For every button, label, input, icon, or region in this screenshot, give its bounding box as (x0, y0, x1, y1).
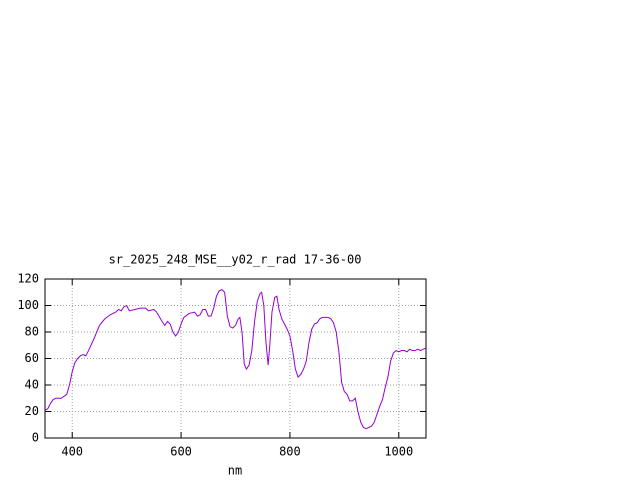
x-tick-label: 1000 (384, 445, 413, 459)
y-tick-label: 0 (32, 431, 39, 445)
plot-border (44, 278, 427, 439)
y-tick-label: 120 (17, 272, 39, 286)
y-tick-label: 40 (25, 378, 39, 392)
x-axis-label: nm (228, 464, 242, 478)
y-tick-label: 20 (25, 404, 39, 418)
y-tick-label: 60 (25, 351, 39, 365)
chart-title: sr_2025_248_MSE__y02_r_rad 17-36-00 (109, 253, 362, 267)
y-tick-label: 80 (25, 325, 39, 339)
x-tick-label: 600 (170, 445, 192, 459)
y-tick-label: 100 (17, 298, 39, 312)
x-tick-label: 400 (61, 445, 83, 459)
x-tick-label: 800 (279, 445, 301, 459)
data-line (44, 288, 427, 430)
